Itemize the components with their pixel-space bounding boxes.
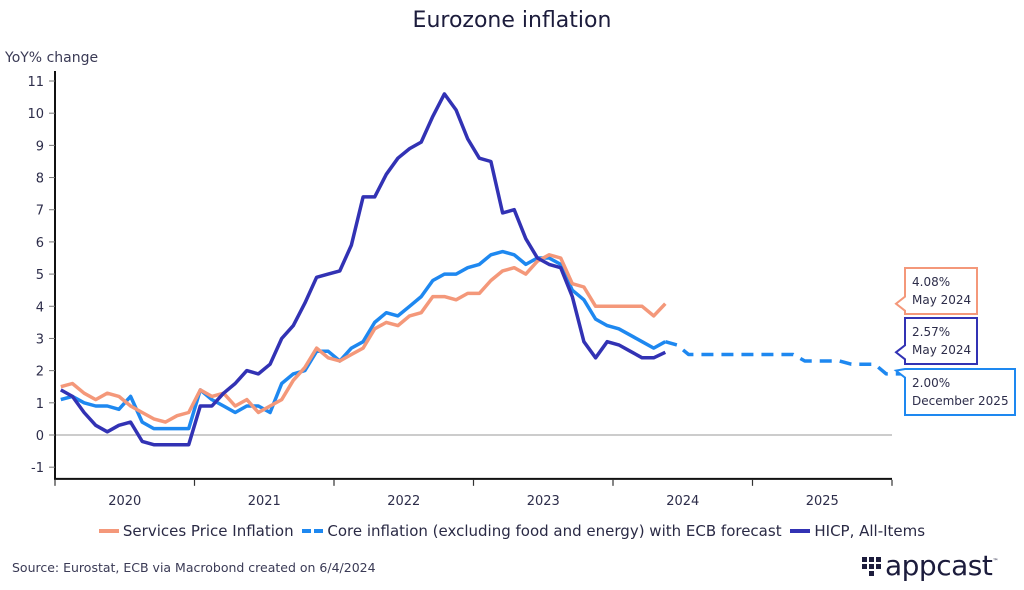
y-tick-label: 0 [36,429,44,444]
legend-swatch-services [98,529,119,533]
callout-value: 2.57% [912,325,950,339]
x-tick-label: 2022 [387,494,420,509]
y-tick-label: 4 [36,300,44,315]
logo-text: appcast [885,549,993,582]
legend: Services Price Inflation Core inflation … [0,519,1024,540]
callout-layer: 4.08% May 2024 2.57% May 2024 2.00% December … [893,267,1016,416]
callout-value: 2.00% [912,376,950,390]
logo-dots-icon [862,556,881,576]
legend-item-core[interactable]: Core inflation (excluding food and energ… [302,522,782,540]
y-tick-label: -1 [31,461,44,476]
x-axis: 2020 2021 2022 2023 2024 2025 [54,477,893,509]
y-tick-label: 2 [36,365,44,380]
legend-item-services[interactable]: Services Price Inflation [98,522,294,540]
logo-trademark: ™ [992,558,999,565]
y-tick-label: 5 [36,268,44,283]
callout-box [893,368,1016,416]
series-line-ecb-core-forecast [664,340,945,376]
source-note: Source: Eurostat, ECB via Macrobond crea… [12,560,376,575]
series-line-services-price-inflation [60,253,667,424]
series-layer [59,92,945,447]
legend-label-services: Services Price Inflation [122,522,294,540]
y-axis-title: YoY% change [4,50,98,66]
y-tick-label: 9 [36,139,44,154]
callout-box [894,267,978,315]
legend-item-hicp[interactable]: HICP, All-Items [790,522,925,540]
callout-date: May 2024 [912,293,971,307]
x-tick-label: 2024 [666,494,699,509]
y-tick-label: 7 [36,204,44,219]
legend-label-core: Core inflation (excluding food and energ… [327,522,782,540]
legend-swatch-core [302,529,324,533]
y-tick-label: 10 [27,107,44,122]
y-tick-label: 1 [36,397,44,412]
chart-title: Eurozone inflation [412,8,612,33]
legend-swatch-hicp [790,529,811,533]
callout-1: 2.57% May 2024 [894,317,978,365]
y-axis: -1 0 1 2 3 4 5 6 7 8 9 10 11 [27,71,56,479]
callout-0: 4.08% May 2024 [894,267,978,315]
callout-date: May 2024 [912,343,971,357]
callout-value: 4.08% [912,275,950,289]
appcast-logo: appcast ™ [862,552,998,580]
legend-label-hicp: HICP, All-Items [814,522,926,540]
x-tick-label: 2023 [527,494,560,509]
callout-box [894,317,978,365]
y-tick-label: 8 [36,172,44,187]
x-tick-label: 2020 [108,494,141,509]
y-tick-label: 3 [36,332,44,347]
y-tick-label: 6 [36,236,44,251]
series-line-core-inflation-excluding-food-and-energy-with-ecb-forecast [60,249,667,431]
callout-date: December 2025 [912,394,1009,408]
x-tick-label: 2021 [248,494,281,509]
x-tick-label: 2025 [806,494,839,509]
callout-2: 2.00% December 2025 [893,368,1016,416]
y-tick-label: 11 [27,75,44,90]
series-line-hicp-all-items [59,92,667,447]
